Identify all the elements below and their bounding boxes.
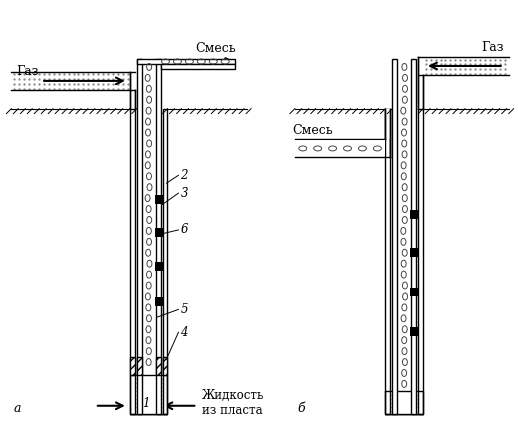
Bar bbox=[141, 59, 155, 414]
Bar bbox=[411, 59, 416, 414]
Bar bbox=[390, 109, 392, 414]
Bar bbox=[423, 57, 509, 75]
Text: 3: 3 bbox=[180, 187, 188, 200]
Bar bbox=[130, 109, 135, 414]
Text: Жидкость
из пласта: Жидкость из пласта bbox=[203, 389, 265, 417]
Bar bbox=[161, 64, 235, 69]
Bar bbox=[130, 375, 167, 414]
Text: б: б bbox=[298, 402, 306, 415]
Bar bbox=[418, 109, 423, 414]
Bar bbox=[130, 357, 135, 375]
Bar bbox=[385, 109, 390, 139]
Bar bbox=[135, 109, 137, 414]
Bar bbox=[163, 109, 167, 414]
Bar bbox=[392, 59, 397, 414]
Bar bbox=[155, 357, 161, 375]
Text: 5: 5 bbox=[180, 303, 188, 316]
Bar bbox=[163, 357, 167, 375]
Text: Газ: Газ bbox=[16, 65, 39, 78]
Text: а: а bbox=[13, 402, 21, 415]
Bar bbox=[11, 72, 130, 90]
Bar bbox=[137, 357, 141, 375]
Bar bbox=[130, 72, 135, 109]
Bar bbox=[154, 228, 163, 237]
Bar bbox=[418, 57, 423, 109]
Bar bbox=[141, 59, 235, 64]
Bar bbox=[137, 59, 235, 64]
Bar bbox=[410, 327, 418, 336]
Text: 2: 2 bbox=[180, 169, 188, 182]
Bar bbox=[161, 109, 163, 414]
Bar bbox=[397, 59, 411, 414]
Bar bbox=[154, 195, 163, 204]
Bar bbox=[410, 248, 418, 257]
Bar bbox=[295, 141, 385, 157]
Bar bbox=[410, 288, 418, 296]
Bar bbox=[416, 109, 418, 414]
Bar bbox=[295, 139, 385, 157]
Bar bbox=[154, 298, 163, 307]
Bar bbox=[410, 210, 418, 219]
Text: Смесь: Смесь bbox=[292, 123, 333, 136]
Text: Смесь: Смесь bbox=[195, 42, 236, 55]
Bar bbox=[154, 262, 163, 270]
Text: 4: 4 bbox=[180, 326, 188, 339]
Text: 6: 6 bbox=[180, 224, 188, 236]
Text: 1: 1 bbox=[142, 397, 149, 410]
Bar bbox=[385, 391, 423, 414]
Text: Газ: Газ bbox=[481, 41, 503, 54]
Bar bbox=[137, 59, 141, 414]
Bar bbox=[385, 109, 390, 414]
Bar bbox=[155, 59, 161, 414]
